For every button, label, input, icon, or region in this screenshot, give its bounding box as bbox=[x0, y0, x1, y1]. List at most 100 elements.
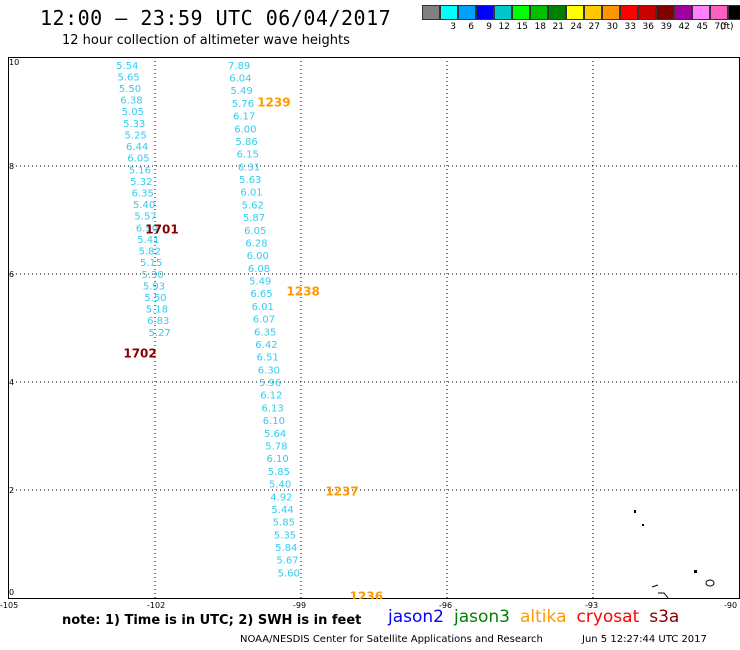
y-tick-label: 8 bbox=[9, 162, 14, 171]
color-swatch bbox=[476, 5, 494, 20]
wave-height-value: 6.05 bbox=[244, 226, 266, 237]
wave-height-value: 5.76 bbox=[232, 99, 254, 110]
wave-height-value: 6.10 bbox=[266, 454, 288, 465]
wave-height-value: 6.51 bbox=[257, 353, 279, 364]
y-tick-label: 0 bbox=[9, 588, 14, 597]
y-tick-label: 10 bbox=[9, 58, 19, 67]
scale-label: 42 bbox=[678, 22, 690, 32]
color-swatch bbox=[710, 5, 728, 20]
color-swatch bbox=[638, 5, 656, 20]
color-swatch bbox=[584, 5, 602, 20]
wave-height-value: 5.85 bbox=[273, 518, 295, 529]
wave-height-value: 6.30 bbox=[258, 365, 280, 376]
island-mark bbox=[694, 570, 697, 573]
wave-height-value: 5.05 bbox=[122, 107, 144, 118]
wave-height-value: 5.96 bbox=[259, 378, 281, 389]
wave-height-value: 6.38 bbox=[120, 96, 142, 107]
color-swatch bbox=[566, 5, 584, 20]
scale-label: 9 bbox=[486, 22, 492, 32]
wave-height-value: 5.87 bbox=[243, 213, 265, 224]
legend-jason2: jason2 bbox=[388, 607, 444, 627]
pass-label: 1702 bbox=[123, 347, 156, 361]
color-swatch bbox=[602, 5, 620, 20]
color-swatch bbox=[422, 5, 440, 20]
scale-label: 18 bbox=[534, 22, 546, 32]
color-swatch bbox=[494, 5, 512, 20]
scale-label: 24 bbox=[570, 22, 582, 32]
wave-height-value: 6.15 bbox=[237, 150, 259, 161]
scale-label: 70 bbox=[714, 22, 726, 32]
wave-height-value: 5.41 bbox=[137, 235, 159, 246]
map-subtitle: 12 hour collection of altimeter wave hei… bbox=[62, 33, 350, 48]
wave-height-value: 5.40 bbox=[269, 480, 291, 491]
y-tick-label: 2 bbox=[9, 486, 14, 495]
island-mark bbox=[651, 584, 659, 588]
x-tick-label: -105 bbox=[0, 601, 19, 610]
wave-height-value: 4.92 bbox=[270, 492, 292, 503]
legend-jason3: jason3 bbox=[454, 607, 510, 627]
wave-height-value: 5.50 bbox=[144, 293, 166, 304]
x-tick-label: -99 bbox=[293, 601, 307, 610]
wave-height-value: 6.42 bbox=[255, 340, 277, 351]
color-swatch bbox=[620, 5, 638, 20]
y-tick-label: 4 bbox=[9, 378, 14, 387]
satellite-legend: jason2 jason3 altika cryosat s3a bbox=[388, 607, 689, 627]
wave-height-value: 6.00 bbox=[234, 124, 256, 135]
footer-credit: NOAA/NESDIS Center for Satellite Applica… bbox=[240, 634, 543, 645]
wave-height-value: 5.30 bbox=[141, 270, 163, 281]
wave-height-value: 6.31 bbox=[238, 162, 260, 173]
wave-height-value: 5.49 bbox=[249, 277, 271, 288]
scale-label: 12 bbox=[498, 22, 510, 32]
color-scale-unit: (ft) bbox=[720, 22, 734, 32]
wave-height-value: 5.82 bbox=[139, 247, 161, 258]
wave-height-value: 6.83 bbox=[147, 316, 169, 327]
color-swatch bbox=[674, 5, 692, 20]
wave-height-value: 6.50 bbox=[136, 223, 158, 234]
scale-label: 39 bbox=[660, 22, 672, 32]
island-mark bbox=[705, 579, 715, 587]
wave-height-value: 5.18 bbox=[146, 305, 168, 316]
pass-label: 1701 bbox=[145, 223, 178, 237]
wave-height-value: 6.35 bbox=[254, 327, 276, 338]
wave-height-value: 6.44 bbox=[126, 142, 148, 153]
wave-height-value: 6.00 bbox=[247, 251, 269, 262]
legend-altika: altika bbox=[520, 607, 567, 627]
wave-height-value: 5.32 bbox=[130, 177, 152, 188]
wave-height-value: 5.86 bbox=[235, 137, 257, 148]
color-swatch bbox=[692, 5, 710, 20]
x-tick-label: -102 bbox=[147, 601, 166, 610]
wave-height-value: 6.07 bbox=[253, 315, 275, 326]
wave-height-value: 5.62 bbox=[242, 200, 264, 211]
color-swatch bbox=[458, 5, 476, 20]
x-tick-label: -90 bbox=[724, 601, 738, 610]
x-tick-label: -96 bbox=[439, 601, 453, 610]
wave-height-value: 5.54 bbox=[116, 61, 138, 72]
wave-height-value: 6.08 bbox=[248, 264, 270, 275]
pass-label: 1239 bbox=[257, 96, 290, 110]
wave-height-value: 6.17 bbox=[233, 112, 255, 123]
color-swatch bbox=[440, 5, 458, 20]
color-swatch bbox=[512, 5, 530, 20]
wave-height-value: 5.93 bbox=[143, 281, 165, 292]
pass-label: 1237 bbox=[325, 484, 358, 498]
wave-height-value: 5.44 bbox=[271, 505, 293, 516]
scale-label: 15 bbox=[516, 22, 528, 32]
map-plot: 10 8 6 4 2 0 5.54 5.65 5.50 6.38 5.05 5.33 5.25 6.44 6… bbox=[8, 57, 740, 599]
color-swatch bbox=[656, 5, 674, 20]
wave-height-value: 6.65 bbox=[250, 289, 272, 300]
wave-height-value: 6.01 bbox=[240, 188, 262, 199]
wave-height-value: 5.27 bbox=[149, 328, 171, 339]
wave-height-value: 6.28 bbox=[245, 238, 267, 249]
wave-height-value: 5.25 bbox=[125, 130, 147, 141]
wave-height-value: 6.35 bbox=[132, 189, 154, 200]
island-mark bbox=[634, 510, 636, 513]
scale-label: 45 bbox=[696, 22, 708, 32]
scale-label: 6 bbox=[468, 22, 474, 32]
map-title: 12:00 – 23:59 UTC 06/04/2017 bbox=[40, 6, 392, 30]
wave-height-value: 5.64 bbox=[264, 429, 286, 440]
footer-timestamp: Jun 5 12:27:44 UTC 2017 bbox=[582, 634, 707, 645]
pass-label: 1238 bbox=[286, 285, 319, 299]
wave-height-value: 6.10 bbox=[263, 416, 285, 427]
wave-height-value: 6.04 bbox=[229, 73, 251, 84]
wave-height-value: 5.57 bbox=[134, 212, 156, 223]
